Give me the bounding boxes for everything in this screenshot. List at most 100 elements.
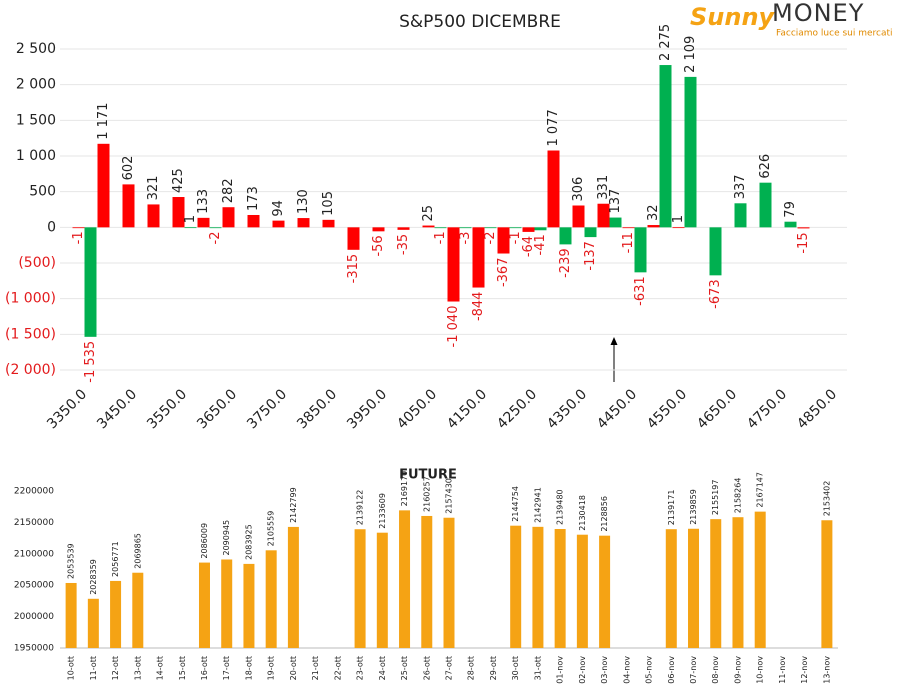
x-tick-label: 10-nov (756, 656, 765, 684)
y-tick-label: (1 500) (5, 326, 56, 342)
data-label: -41 (533, 234, 548, 255)
bar (84, 227, 97, 337)
data-label: -315 (346, 254, 361, 284)
bar (821, 520, 833, 648)
bar (532, 526, 544, 648)
bar (647, 225, 660, 228)
y-tick-label: 1 000 (16, 148, 56, 164)
y-tick-label: (2 000) (5, 362, 56, 378)
data-label: -11 (621, 232, 636, 253)
bar (554, 529, 566, 648)
x-tick-label: 26-ott (422, 656, 431, 680)
x-tick-label: 11-nov (778, 656, 787, 684)
logo-brand: Sunny (690, 3, 776, 31)
bar (522, 227, 535, 232)
bar (372, 227, 385, 232)
data-label: -35 (396, 234, 411, 255)
data-label: 1 077 (546, 109, 561, 146)
x-tick-label: 18-ott (244, 656, 253, 680)
bar (509, 227, 522, 229)
data-label: 2142799 (289, 487, 298, 523)
bar (597, 203, 610, 228)
data-label: 2056771 (111, 541, 120, 577)
data-label: 425 (171, 168, 186, 193)
x-tick-label: 08-nov (711, 656, 720, 684)
data-label: 2090945 (222, 520, 231, 556)
data-label: 1 (183, 215, 198, 223)
bar (534, 227, 547, 231)
bar (472, 227, 485, 288)
bar (221, 559, 233, 648)
data-label: 2167147 (756, 472, 765, 508)
bar (97, 143, 110, 228)
data-label: 105 (321, 191, 336, 216)
bar (243, 563, 255, 648)
y-tick-label: 0 (47, 219, 56, 235)
bar (354, 529, 366, 648)
data-label: -1 535 (83, 341, 98, 383)
data-label: 2069865 (133, 533, 142, 569)
bar (422, 225, 435, 228)
y-tick-label: 2150000 (14, 518, 54, 528)
data-label: -1 (71, 231, 86, 244)
data-label: 2128856 (600, 496, 609, 532)
data-label: 2153402 (822, 481, 831, 517)
x-tick-label: 27-ott (445, 656, 454, 680)
x-tick-label: 4050.0 (394, 386, 440, 432)
x-tick-label: 25-ott (400, 656, 409, 680)
data-label: 321 (146, 176, 161, 201)
x-tick-label: 4450.0 (594, 386, 640, 432)
x-tick-label: 4650.0 (694, 386, 740, 432)
bar (665, 529, 677, 648)
x-tick-label: 06-nov (667, 656, 676, 684)
x-tick-label: 22-ott (333, 656, 342, 680)
bar (322, 219, 335, 228)
bar (184, 227, 197, 229)
bar (222, 207, 235, 228)
x-tick-label: 10-ott (67, 656, 76, 680)
x-tick-label: 24-ott (378, 656, 387, 680)
y-tick-label: (500) (18, 255, 56, 271)
x-tick-label: 01-nov (556, 656, 565, 684)
y-tick-label: 2200000 (14, 487, 54, 497)
data-label: 602 (121, 156, 136, 181)
x-tick-label: 4750.0 (744, 386, 790, 432)
bar (376, 532, 388, 648)
data-label: 32 (646, 205, 661, 222)
x-tick-label: 04-nov (622, 656, 631, 684)
data-label: 2053539 (67, 543, 76, 579)
x-tick-label: 14-ott (156, 656, 165, 680)
data-label: -673 (708, 279, 723, 309)
bar (397, 227, 410, 230)
logo-tagline: Facciamo luce sui mercati (776, 29, 893, 39)
data-label: -3 (458, 232, 473, 245)
x-tick-label: 31-ott (533, 656, 542, 680)
x-tick-label: 28-ott (467, 656, 476, 680)
bar (265, 550, 277, 648)
bar (209, 227, 222, 229)
y-tick-label: 1950000 (14, 644, 54, 654)
data-label: -56 (371, 235, 386, 256)
x-tick-label: 13-ott (133, 656, 142, 680)
x-tick-label: 4250.0 (494, 386, 540, 432)
bar (599, 535, 611, 648)
data-label: 2086009 (200, 523, 209, 559)
x-tick-label: 4850.0 (794, 386, 840, 432)
y-tick-label: 2050000 (14, 581, 54, 591)
chart-title: FUTURE (399, 468, 457, 483)
y-tick-label: 500 (29, 184, 56, 200)
x-tick-label: 17-ott (222, 656, 231, 680)
x-tick-label: 30-ott (511, 656, 520, 680)
data-label: 173 (246, 186, 261, 211)
bar (759, 182, 772, 228)
bar (287, 526, 299, 648)
x-tick-label: 13-nov (822, 656, 831, 684)
bar (547, 150, 560, 228)
bar (734, 203, 747, 228)
y-tick-label: 1 500 (16, 112, 56, 128)
x-tick-label: 16-ott (200, 656, 209, 680)
bar (110, 580, 122, 648)
x-tick-label: 15-ott (178, 656, 187, 680)
bar (297, 218, 310, 228)
bar (197, 217, 210, 228)
